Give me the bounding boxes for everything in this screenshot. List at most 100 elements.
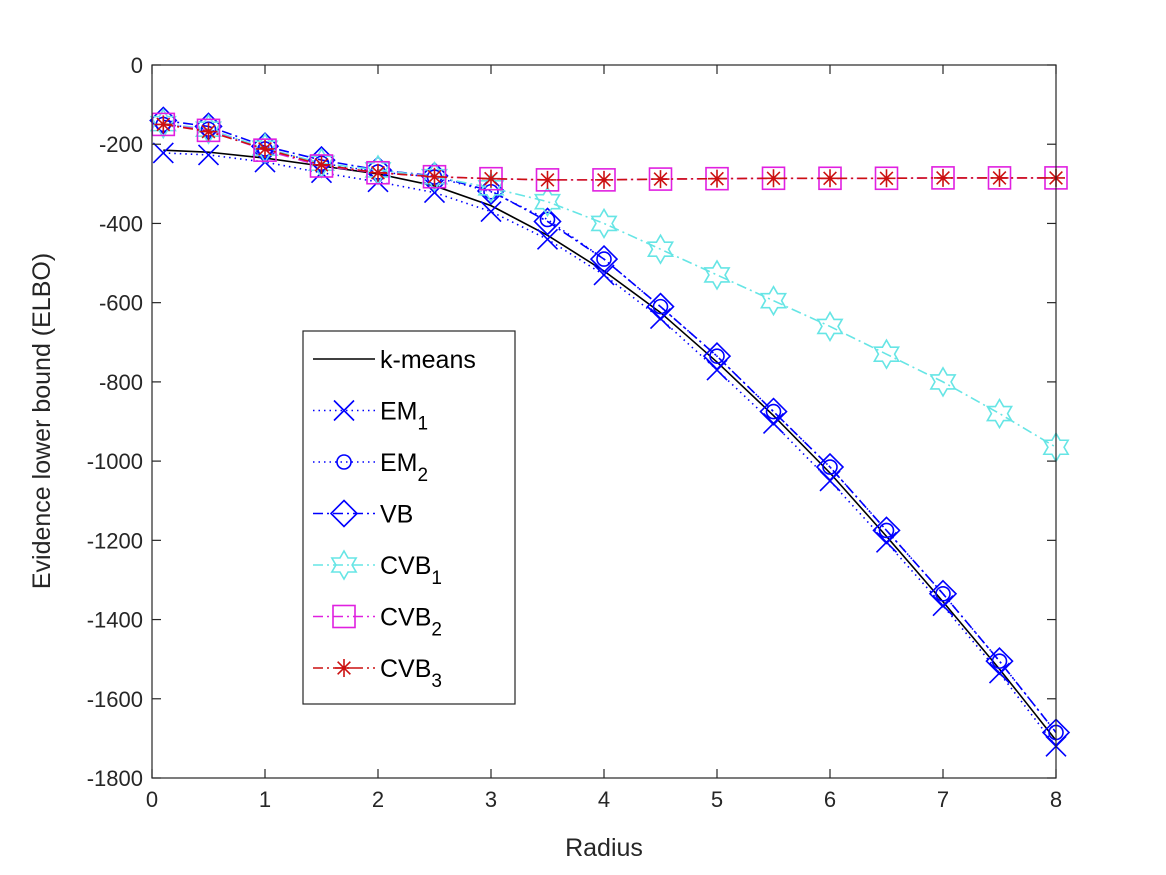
data-point-cvb3 [764, 169, 783, 188]
x-tick-label: 5 [711, 787, 723, 812]
data-point-cvb3 [425, 167, 444, 186]
data-point-cvb1 [149, 108, 177, 140]
data-point-cvb1 [477, 172, 505, 204]
x-tick-label: 0 [146, 787, 158, 812]
data-point-cvb3 [651, 170, 670, 189]
legend-label-subscript: 1 [431, 568, 442, 589]
legend-marker-vb [329, 499, 359, 528]
legend-marker-em2 [336, 454, 352, 470]
data-point-cvb1 [646, 233, 675, 265]
data-point-vb [985, 647, 1014, 676]
data-point-cvb3 [199, 122, 218, 141]
data-point-vb [646, 292, 675, 321]
x-tick-label: 4 [598, 787, 610, 812]
data-point-vb [533, 207, 562, 236]
legend-label-subscript: 3 [431, 671, 442, 692]
data-point-vb [872, 516, 901, 545]
y-tick-label: -1200 [87, 528, 143, 553]
data-point-cvb1 [872, 338, 901, 370]
data-point-cvb2 [253, 138, 277, 162]
data-point-em1 [593, 264, 615, 286]
y-tick-label: -1400 [87, 608, 143, 633]
data-point-cvb3 [595, 170, 613, 189]
y-axis-title: Evidence lower bound (ELBO) [28, 253, 56, 589]
series-layer [149, 106, 1071, 757]
legend-label-subscript: 2 [418, 465, 429, 486]
legend-label-subscript: 2 [431, 620, 442, 641]
data-point-vb [420, 161, 449, 191]
data-point-em1 [197, 144, 220, 166]
legend-marker-em1 [333, 399, 355, 422]
y-tick-label: -1800 [87, 766, 143, 791]
axis-layer: 0 1 2 3 4 5 6 7 8 0 -200 -400 -600 -800 -1000 -1200 -140… [87, 53, 1062, 812]
data-point-cvb3 [708, 169, 726, 188]
data-point-cvb3 [369, 163, 387, 182]
data-point-vb [759, 397, 788, 426]
data-point-em1 [536, 228, 559, 250]
legend-label-vb: VB [380, 501, 413, 529]
y-tick-label: -800 [99, 370, 143, 395]
data-point-vb [928, 579, 958, 608]
data-point-cvb1 [590, 207, 618, 240]
data-point-em1 [480, 200, 502, 223]
data-point-cvb1 [703, 259, 731, 291]
data-point-cvb1 [985, 397, 1014, 430]
x-tick-label: 7 [937, 787, 949, 812]
legend-entry-vb: VB [313, 499, 413, 529]
data-point-cvb1 [420, 161, 449, 193]
x-tick-label: 6 [824, 787, 836, 812]
data-point-cvb1 [251, 132, 279, 164]
data-point-em1 [423, 181, 446, 204]
data-point-vb [702, 342, 732, 371]
y-tick-label: -1600 [87, 687, 143, 712]
data-point-cvb1 [194, 113, 223, 145]
data-point-cvb3 [934, 168, 952, 187]
y-tick-label: -600 [99, 291, 143, 316]
y-tick-label: -400 [99, 211, 143, 236]
x-tick-label: 1 [259, 787, 271, 812]
data-point-cvb3 [821, 169, 839, 188]
series-line-cvb1 [163, 122, 1057, 448]
data-point-cvb1 [816, 310, 844, 343]
data-point-cvb3 [538, 170, 557, 189]
data-point-cvb2 [987, 166, 1012, 190]
legend-label-k-means: k-means [380, 346, 476, 374]
series-line-vb [163, 119, 1057, 733]
y-tick-label: -1000 [87, 449, 143, 474]
data-point-em2 [822, 459, 838, 475]
data-point-em2 [935, 586, 951, 602]
data-point-em1 [152, 142, 174, 164]
data-point-em2 [709, 348, 725, 364]
data-point-cvb1 [759, 285, 788, 317]
data-point-cvb3 [990, 168, 1009, 187]
x-tick-label: 2 [372, 787, 384, 812]
data-point-cvb3 [256, 139, 274, 158]
data-point-cvb3 [154, 115, 173, 134]
data-point-vb [815, 452, 845, 482]
x-axis-title: Radius [565, 834, 643, 862]
x-tick-label: 3 [485, 787, 497, 812]
data-point-em2 [652, 298, 669, 315]
data-point-em2 [878, 522, 895, 539]
data-point-em2 [539, 211, 556, 228]
legend-marker-cvb3 [335, 659, 353, 677]
data-point-em2 [991, 653, 1008, 669]
data-point-cvb3 [312, 155, 331, 174]
data-point-em2 [765, 403, 782, 420]
data-point-cvb1 [533, 186, 562, 218]
data-point-cvb2 [366, 160, 390, 185]
legend-label-subscript: 1 [418, 414, 429, 435]
legend-entry-k-means: k-means [313, 346, 476, 374]
data-point-em2 [596, 251, 612, 267]
y-tick-label: 0 [131, 53, 143, 78]
data-point-cvb3 [482, 169, 500, 188]
legend-marker-cvb1 [330, 549, 358, 581]
data-point-cvb3 [877, 169, 896, 188]
data-point-cvb1 [929, 366, 957, 398]
legend-box [302, 330, 516, 705]
x-tick-label: 8 [1050, 787, 1062, 812]
legend-marker-cvb2 [332, 604, 356, 629]
data-point-vb [589, 244, 619, 274]
